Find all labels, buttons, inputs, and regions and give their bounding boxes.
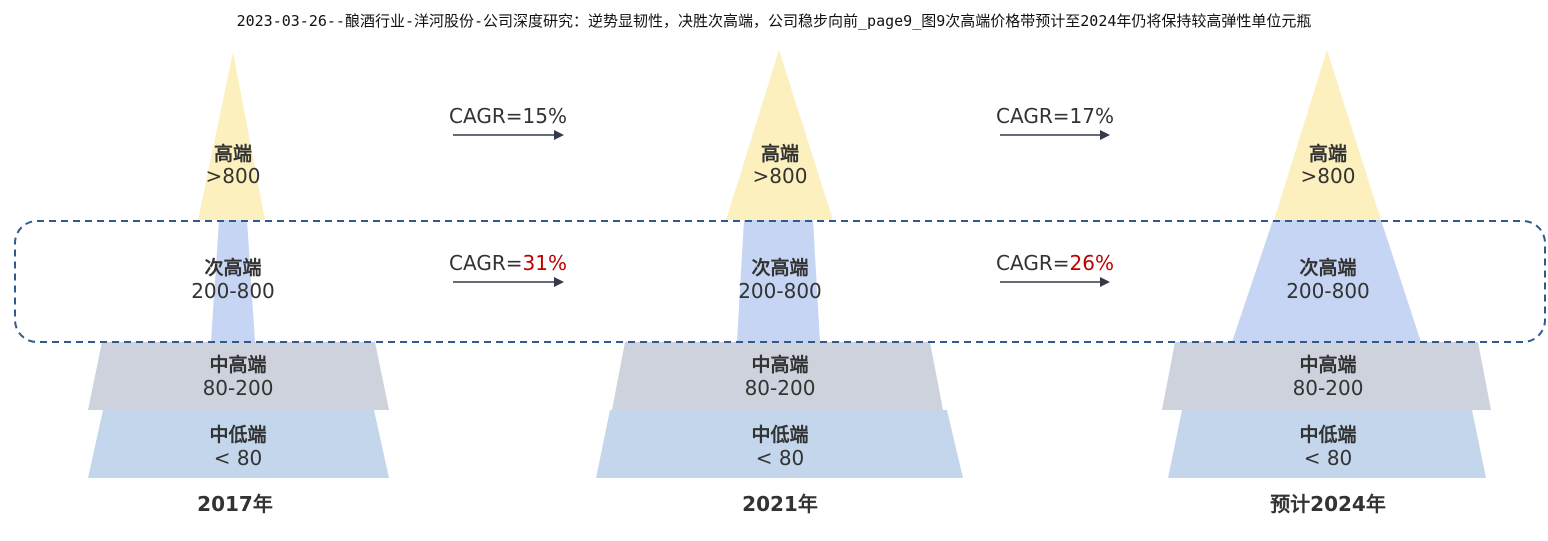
- tier-name-midhigh: 中高端: [751, 353, 808, 376]
- tier-shape-midhigh: [612, 342, 943, 410]
- tier-shape-midhigh: [1162, 342, 1491, 410]
- tier-range-midhigh: 80-200: [1293, 376, 1364, 400]
- year-label-2021: 2021年: [742, 492, 818, 516]
- tier-range-midlow: < 80: [1304, 446, 1353, 470]
- tier-shape-midlow: [88, 410, 389, 478]
- tier-range-midhigh: 80-200: [745, 376, 816, 400]
- tier-name-midhigh: 中高端: [209, 353, 266, 376]
- tier-shape-high: [726, 50, 833, 220]
- cagr-label: CAGR=17%: [996, 104, 1114, 128]
- tier-name-midlow: 中低端: [751, 423, 808, 446]
- tier-shape-midlow: [1168, 410, 1486, 478]
- tier-name-high: 高端: [214, 142, 252, 165]
- cagr-high-2017-2021: CAGR=15%: [449, 104, 567, 140]
- cagr-high-2021-2024: CAGR=17%: [996, 104, 1114, 140]
- tier-name-subhigh: 次高端: [204, 256, 261, 279]
- tier-range-midlow: < 80: [756, 446, 805, 470]
- tier-name-high: 高端: [761, 142, 799, 165]
- tier-shape-high: [1274, 50, 1381, 220]
- tier-range-midlow: < 80: [214, 446, 263, 470]
- tier-range-subhigh: 200-800: [738, 279, 822, 303]
- tier-name-midlow: 中低端: [1299, 423, 1356, 446]
- pyramid-2017: 高端 >800 次高端 200-800 中高端 80-200 中低端 < 80 …: [88, 52, 389, 516]
- cagr-arrow-head: [1100, 277, 1110, 287]
- tier-range-midhigh: 80-200: [203, 376, 274, 400]
- cagr-arrow-head: [1100, 130, 1110, 140]
- cagr-arrow-head: [554, 130, 564, 140]
- cagr-value: 17%: [1070, 104, 1114, 128]
- cagr-subhigh-2021-2024: CAGR=26%: [996, 251, 1114, 287]
- tier-range-subhigh: 200-800: [191, 279, 275, 303]
- page-title: 2023-03-26--酿酒行业-洋河股份-公司深度研究：逆势显韧性，决胜次高端…: [236, 12, 1312, 30]
- tier-name-subhigh: 次高端: [1299, 256, 1356, 279]
- tier-name-midhigh: 中高端: [1299, 353, 1356, 376]
- pyramid-2021: 高端 >800 次高端 200-800 中高端 80-200 中低端 < 80 …: [596, 50, 963, 516]
- tier-range-high: >800: [206, 164, 261, 188]
- cagr-value-highlight: 31%: [523, 251, 567, 275]
- tier-range-high: >800: [753, 164, 808, 188]
- tier-shape-subhigh: [211, 220, 255, 342]
- tier-name-subhigh: 次高端: [751, 256, 808, 279]
- pyramid-2024: 高端 >800 次高端 200-800 中高端 80-200 中低端 < 80 …: [1162, 50, 1491, 516]
- cagr-label: CAGR=31%: [449, 251, 567, 275]
- tier-name-midlow: 中低端: [209, 423, 266, 446]
- tier-shape-midlow: [596, 410, 963, 478]
- cagr-label: CAGR=15%: [449, 104, 567, 128]
- cagr-subhigh-2017-2021: CAGR=31%: [449, 251, 567, 287]
- cagr-value-highlight: 26%: [1070, 251, 1114, 275]
- tier-shape-subhigh: [737, 220, 820, 342]
- tier-range-high: >800: [1301, 164, 1356, 188]
- year-label-2017: 2017年: [197, 492, 273, 516]
- tier-name-high: 高端: [1309, 142, 1347, 165]
- cagr-arrow-head: [554, 277, 564, 287]
- tier-shape-subhigh: [1232, 220, 1421, 342]
- tier-range-subhigh: 200-800: [1286, 279, 1370, 303]
- cagr-label: CAGR=26%: [996, 251, 1114, 275]
- year-label-2024: 预计2024年: [1270, 492, 1386, 516]
- tier-shape-midhigh: [88, 342, 389, 410]
- cagr-value: 15%: [523, 104, 567, 128]
- tier-shape-high: [198, 52, 265, 220]
